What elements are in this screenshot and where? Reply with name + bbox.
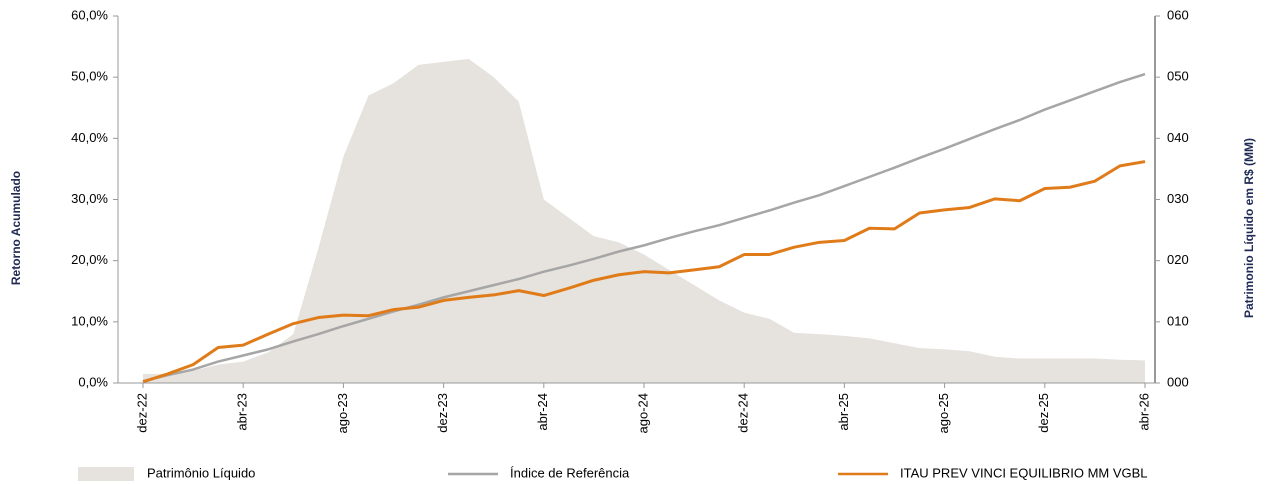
x-tick-label: ago-24 bbox=[635, 393, 650, 433]
y2-tick-label: 000 bbox=[1167, 374, 1189, 389]
y2-tick-label: 020 bbox=[1167, 252, 1189, 267]
legend-swatch bbox=[78, 467, 134, 481]
line bbox=[142, 72, 1146, 383]
y2-tick-label: 010 bbox=[1167, 313, 1189, 328]
line bbox=[142, 160, 1146, 384]
y2-tick-label: 030 bbox=[1167, 191, 1189, 206]
y-tick-label: 40,0% bbox=[71, 130, 108, 145]
x-tick-label: dez-23 bbox=[435, 393, 450, 433]
y2-tick-label: 060 bbox=[1167, 7, 1189, 22]
y2-axis-label: Patrimonio Líquido em R$ (MM) bbox=[1242, 138, 1256, 318]
y-tick-label: 10,0% bbox=[71, 313, 108, 328]
x-tick-label: abr-24 bbox=[535, 393, 550, 431]
x-tick-label: abr-26 bbox=[1136, 393, 1151, 431]
x-tick-label: abr-23 bbox=[235, 393, 250, 431]
x-tick-label: dez-24 bbox=[736, 393, 751, 433]
y2-tick-label: 050 bbox=[1167, 69, 1189, 84]
x-tick-label: abr-25 bbox=[836, 393, 851, 431]
x-tick-label: ago-25 bbox=[936, 393, 951, 433]
x-tick-label: ago-23 bbox=[335, 393, 350, 433]
x-tick-label: dez-25 bbox=[1036, 393, 1051, 433]
legend-label: Índice de Referência bbox=[510, 465, 630, 480]
y-tick-label: 50,0% bbox=[71, 69, 108, 84]
y-tick-label: 60,0% bbox=[71, 7, 108, 22]
legend-label: Patrimônio Líquido bbox=[147, 465, 255, 480]
y-tick-label: 30,0% bbox=[71, 191, 108, 206]
legend-label: ITAU PREV VINCI EQUILIBRIO MM VGBL bbox=[900, 465, 1148, 480]
y-axis-label: Retorno Acumulado bbox=[9, 171, 23, 285]
x-tick-label: dez-22 bbox=[134, 393, 149, 433]
y2-tick-label: 040 bbox=[1167, 130, 1189, 145]
area bbox=[143, 58, 1145, 384]
y-tick-label: 0,0% bbox=[78, 374, 108, 389]
y-tick-label: 20,0% bbox=[71, 252, 108, 267]
